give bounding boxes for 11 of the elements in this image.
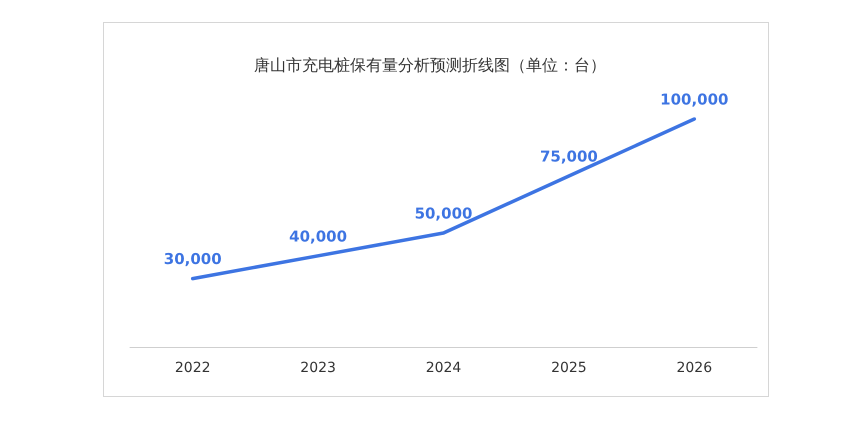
x-tick-label: 2024 <box>426 360 462 376</box>
data-label: 50,000 <box>414 204 472 222</box>
x-tick-label: 2022 <box>174 360 211 376</box>
chart-title: 唐山市充电桩保有量分析预测折线图（单位：台） <box>254 56 606 74</box>
data-label: 100,000 <box>660 90 728 108</box>
data-label: 75,000 <box>540 148 598 166</box>
data-label: 30,000 <box>164 250 222 268</box>
x-tick-label: 2023 <box>300 360 336 376</box>
x-tick-label: 2026 <box>676 360 712 376</box>
x-tick-label: 2025 <box>551 360 587 376</box>
data-label: 40,000 <box>289 227 348 246</box>
